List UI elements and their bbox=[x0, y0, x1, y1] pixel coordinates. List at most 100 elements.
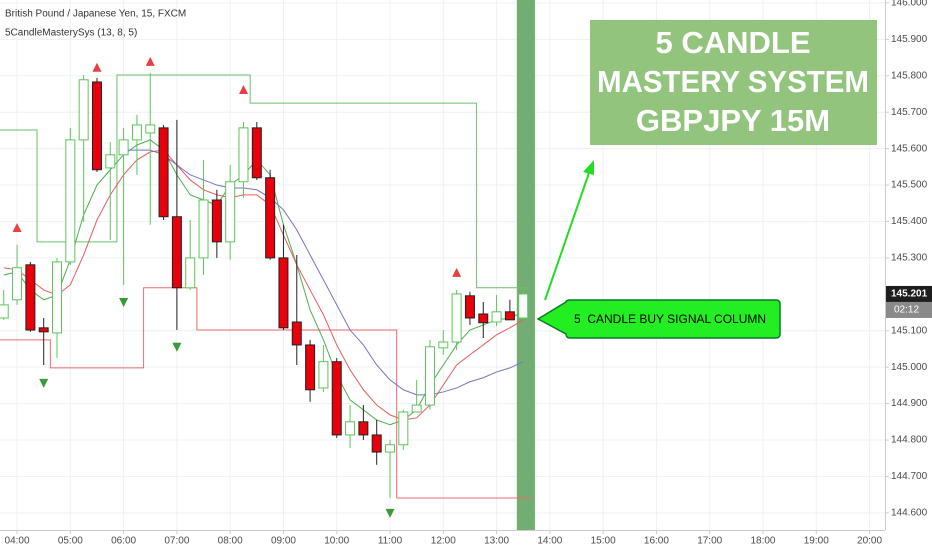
x-tick-label: 18:00 bbox=[750, 536, 775, 547]
candle-body bbox=[398, 411, 409, 446]
y-tick-label: 145.100 bbox=[891, 325, 928, 336]
y-tick-label: 145.400 bbox=[891, 216, 928, 227]
x-tick-label: 05:00 bbox=[58, 536, 83, 547]
y-tick-label: 144.900 bbox=[891, 398, 928, 409]
highlight-layer bbox=[516, 0, 535, 530]
axes: 144.600 144.700 144.800 144.900 145.000 145.1… bbox=[5, 0, 932, 547]
sell-signal bbox=[92, 62, 102, 72]
last-price-box bbox=[886, 285, 932, 302]
candle-body bbox=[305, 344, 316, 391]
indicator-line bbox=[123, 149, 524, 396]
title-line: GBPJPY 15M bbox=[636, 103, 830, 138]
candle-body bbox=[238, 127, 249, 183]
candle-body bbox=[491, 311, 502, 323]
candle-body bbox=[345, 421, 356, 436]
signal-layer bbox=[12, 56, 462, 518]
y-tick-label: 145.900 bbox=[891, 34, 928, 45]
sell-signal bbox=[452, 267, 462, 277]
candle-body bbox=[331, 361, 342, 436]
x-tick-label: 08:00 bbox=[218, 536, 243, 547]
candle-body bbox=[171, 216, 182, 289]
y-tick-label: 145.700 bbox=[891, 107, 928, 118]
candle-body bbox=[65, 139, 76, 263]
x-tick-label: 15:00 bbox=[591, 536, 616, 547]
candle-body bbox=[478, 313, 489, 324]
candle-body bbox=[251, 127, 262, 179]
x-tick-label: 11:00 bbox=[378, 536, 403, 547]
buy-signal bbox=[39, 378, 49, 388]
signal-column bbox=[516, 0, 535, 530]
indicator-name: 5CandleMasterySys (13, 8, 5) bbox=[5, 28, 137, 39]
candle-body bbox=[131, 124, 142, 141]
candle-body bbox=[38, 327, 49, 333]
title-line: MASTERY SYSTEM bbox=[597, 64, 869, 99]
indicator-line bbox=[0, 287, 530, 499]
candle-body bbox=[185, 257, 196, 289]
countdown-box bbox=[886, 301, 932, 318]
y-tick-label: 146.000 bbox=[891, 0, 928, 9]
candle-body bbox=[78, 79, 89, 141]
title-line: 5 CANDLE bbox=[655, 25, 810, 60]
candle-body bbox=[518, 293, 529, 319]
candle-body bbox=[91, 81, 102, 171]
candle-body bbox=[385, 444, 396, 453]
buy-signal bbox=[385, 508, 395, 518]
candle-body bbox=[12, 267, 23, 301]
indicator-layer bbox=[0, 74, 530, 499]
y-tick-label: 144.700 bbox=[891, 471, 928, 482]
y-tick-label: 145.600 bbox=[891, 143, 928, 154]
annotation-arrowhead bbox=[583, 160, 594, 175]
y-tick-label: 144.800 bbox=[891, 435, 928, 446]
candle-body bbox=[278, 257, 289, 329]
sell-signal bbox=[238, 84, 248, 94]
x-tick-label: 19:00 bbox=[804, 536, 829, 547]
candle-body bbox=[424, 346, 435, 406]
x-tick-label: 07:00 bbox=[164, 536, 189, 547]
candle-body bbox=[371, 434, 382, 453]
x-tick-label: 14:00 bbox=[537, 536, 562, 547]
annotation-arrow bbox=[544, 169, 591, 301]
callout-box bbox=[536, 299, 781, 339]
candle-body bbox=[464, 295, 475, 319]
candle-body bbox=[105, 154, 116, 169]
x-tick-label: 17:00 bbox=[697, 536, 722, 547]
y-tick-label: 145.800 bbox=[891, 70, 928, 81]
buy-signal bbox=[119, 297, 129, 307]
candle-body bbox=[158, 127, 169, 218]
x-tick-label: 16:00 bbox=[644, 536, 669, 547]
candle-layer bbox=[0, 72, 529, 498]
candle-body bbox=[411, 404, 422, 413]
callout-text: 5 CANDLE BUY SIGNAL COLUMN bbox=[574, 312, 766, 326]
candle-body bbox=[291, 321, 302, 346]
candle-body bbox=[145, 124, 156, 134]
candle-body bbox=[0, 304, 9, 319]
y-tick-label: 145.300 bbox=[891, 253, 928, 264]
candle-body bbox=[211, 199, 222, 243]
x-tick-label: 12:00 bbox=[431, 536, 456, 547]
candle-body bbox=[358, 421, 369, 436]
candle-body bbox=[438, 341, 449, 349]
x-tick-label: 06:00 bbox=[111, 536, 136, 547]
candle-body bbox=[225, 181, 236, 243]
candle-body bbox=[52, 261, 63, 334]
countdown-label: 02:12 bbox=[894, 305, 919, 316]
candle-body bbox=[25, 264, 36, 331]
title-box bbox=[590, 20, 877, 145]
x-tick-label: 04:00 bbox=[5, 536, 30, 547]
chart-title: British Pound / Japanese Yen, 15, FXCM bbox=[5, 9, 186, 20]
x-tick-label: 20:00 bbox=[857, 536, 882, 547]
sell-signal bbox=[145, 56, 155, 66]
candle-body bbox=[451, 293, 462, 343]
y-tick-label: 145.000 bbox=[891, 362, 928, 373]
x-tick-label: 09:00 bbox=[271, 536, 296, 547]
sell-signal bbox=[12, 223, 22, 233]
candle-body bbox=[318, 361, 329, 389]
candle-body bbox=[504, 311, 515, 321]
x-tick-label: 10:00 bbox=[324, 536, 349, 547]
last-price-label: 145.201 bbox=[891, 289, 928, 300]
indicator-line bbox=[3, 149, 524, 421]
y-tick-label: 144.600 bbox=[891, 508, 928, 519]
candle-body bbox=[198, 199, 209, 259]
buy-signal bbox=[172, 342, 182, 352]
